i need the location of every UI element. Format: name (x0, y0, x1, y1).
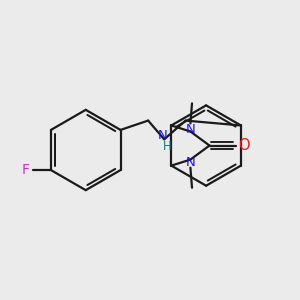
Text: F: F (22, 163, 30, 177)
Text: H: H (163, 140, 172, 153)
Text: N: N (158, 129, 167, 142)
Text: N: N (185, 123, 195, 136)
Text: O: O (238, 138, 250, 153)
Text: N: N (185, 155, 195, 169)
